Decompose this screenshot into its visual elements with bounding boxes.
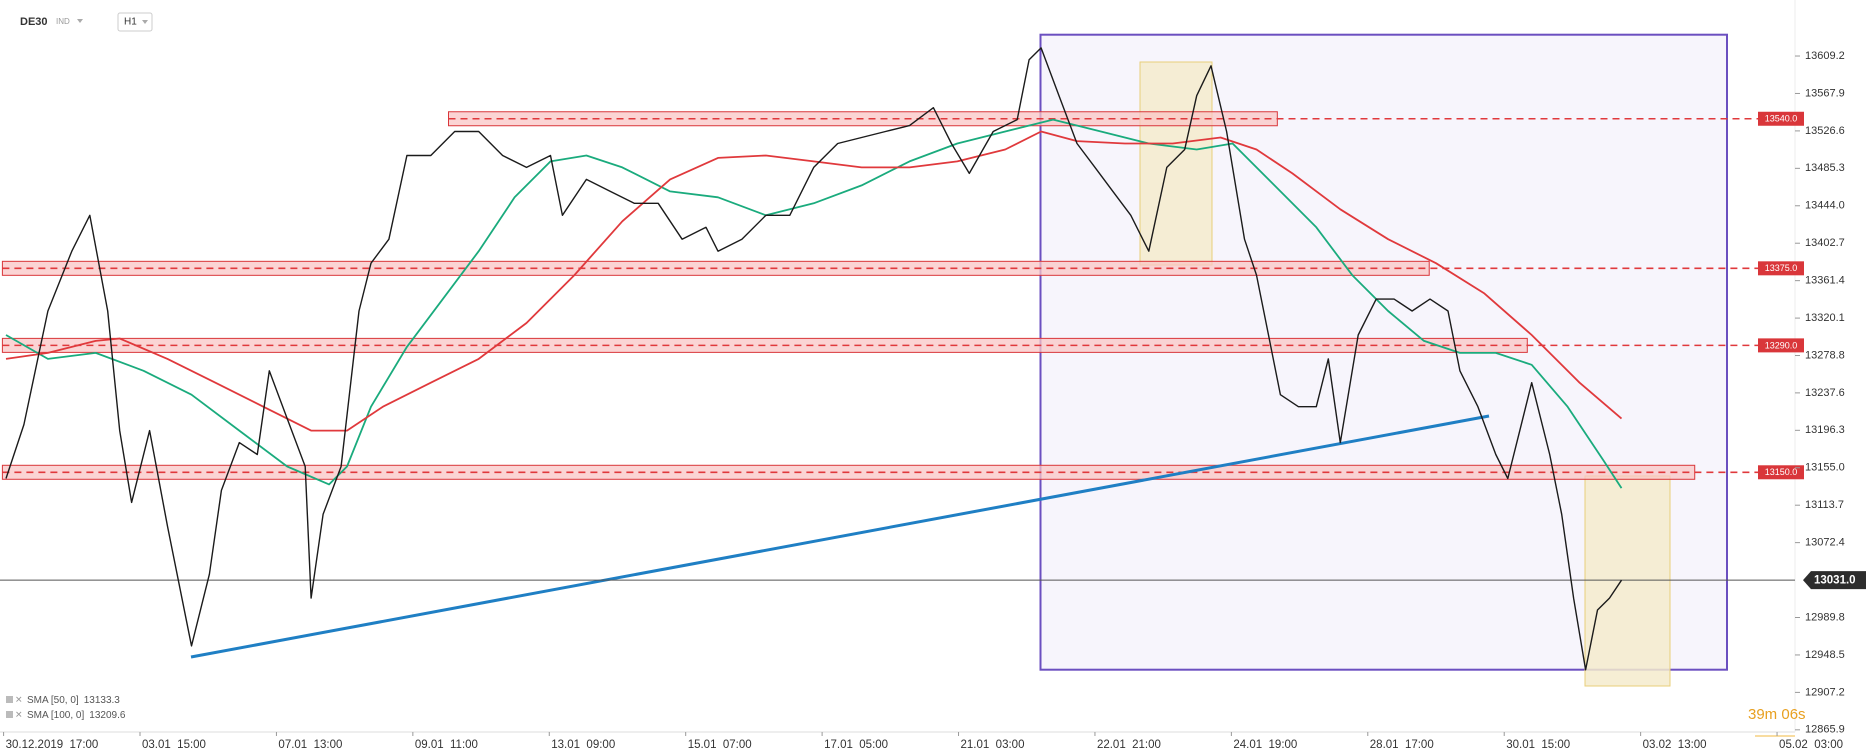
y-tick-label: 13155.0 xyxy=(1805,462,1845,474)
x-tick-label: 03.02 13:00 xyxy=(1643,739,1707,751)
price-line xyxy=(5,47,1623,671)
legend-value: 13209.6 xyxy=(89,710,126,721)
legend-icon xyxy=(6,711,13,718)
x-tick-label: 24.01 19:00 xyxy=(1233,739,1297,751)
sma-line xyxy=(5,118,1623,489)
x-tick-label: 22.01 21:00 xyxy=(1097,739,1161,751)
y-tick-label: 13072.4 xyxy=(1805,537,1845,549)
y-tick-label: 13444.0 xyxy=(1805,200,1845,212)
y-tick-label: 13278.8 xyxy=(1805,349,1845,361)
y-tick-label: 12907.2 xyxy=(1805,686,1845,698)
dropdown-arrow xyxy=(142,20,148,24)
x-tick-label: 05.02 03:00 xyxy=(1779,739,1843,751)
x-tick-label: 30.01 15:00 xyxy=(1506,739,1570,751)
legend-label: SMA [100, 0] 13209.6 xyxy=(27,710,126,721)
y-tick-label: 12989.8 xyxy=(1805,611,1845,623)
x-tick-label: 07.01 13:00 xyxy=(278,739,342,751)
last-price-box xyxy=(1803,571,1866,590)
legend-close: ✕ xyxy=(15,709,23,719)
highlight-box xyxy=(1584,475,1671,687)
y-tick-label: 13526.6 xyxy=(1805,125,1845,137)
sma-line xyxy=(5,130,1623,432)
symbol: DE30 xyxy=(20,16,48,28)
y-tick-label: 13609.2 xyxy=(1805,50,1845,62)
x-tick-label: 13.01 09:00 xyxy=(551,739,615,751)
x-tick-label: 17.01 05:00 xyxy=(824,739,888,751)
instrument-type: IND xyxy=(56,17,70,26)
level-label: 13290.0 xyxy=(1765,340,1798,350)
last-price-label: 13031.0 xyxy=(1814,575,1856,587)
level-label: 13375.0 xyxy=(1765,263,1798,273)
countdown: 39m 06s xyxy=(1748,706,1806,723)
legend-label: SMA [50, 0] 13133.3 xyxy=(27,695,120,706)
legend-name: SMA [50, 0] xyxy=(27,695,79,706)
level-label-box xyxy=(1758,465,1804,480)
legend-value: 13133.3 xyxy=(84,695,121,706)
legend-name: SMA [100, 0] xyxy=(27,710,84,721)
level-label: 13540.0 xyxy=(1765,114,1798,124)
x-tick-label: 09.01 11:00 xyxy=(415,739,478,751)
level-label-box xyxy=(1758,338,1804,353)
y-tick-label: 13402.7 xyxy=(1805,237,1845,249)
trend-line xyxy=(190,414,1490,659)
y-tick-label: 13113.7 xyxy=(1805,499,1844,511)
legend-close: ✕ xyxy=(15,694,23,704)
y-tick-label: 12865.9 xyxy=(1805,724,1845,736)
timeframe-select[interactable] xyxy=(117,12,153,32)
y-tick-label: 12948.5 xyxy=(1805,649,1845,661)
x-tick-label: 21.01 03:00 xyxy=(961,739,1025,751)
x-tick-label: 30.12.2019 17:00 xyxy=(6,739,99,751)
y-tick-label: 13485.3 xyxy=(1805,162,1845,174)
y-tick-label: 13196.3 xyxy=(1805,424,1845,436)
legend-icon xyxy=(6,696,13,703)
highlight-box xyxy=(1139,61,1213,266)
x-tick-label: 15.01 07:00 xyxy=(688,739,752,751)
y-tick-label: 13567.9 xyxy=(1805,87,1845,99)
y-tick-label: 13320.1 xyxy=(1805,312,1845,324)
level-label-box xyxy=(1758,111,1804,126)
y-tick-label: 13237.6 xyxy=(1805,387,1845,399)
x-tick-label: 03.01 15:00 xyxy=(142,739,206,751)
timeframe: H1 xyxy=(124,17,137,28)
y-tick-label: 13361.4 xyxy=(1805,275,1845,287)
level-label: 13150.0 xyxy=(1765,467,1798,477)
dropdown-arrow[interactable] xyxy=(77,19,83,23)
level-label-box xyxy=(1758,261,1804,276)
x-tick-label: 28.01 17:00 xyxy=(1370,739,1434,751)
